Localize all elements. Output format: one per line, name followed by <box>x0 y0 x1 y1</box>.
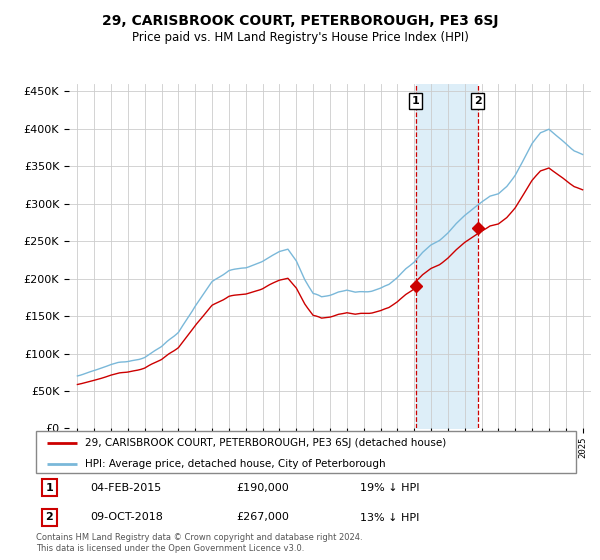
Text: £190,000: £190,000 <box>236 483 289 493</box>
Text: 19% ↓ HPI: 19% ↓ HPI <box>360 483 419 493</box>
Text: 09-OCT-2018: 09-OCT-2018 <box>90 512 163 522</box>
Text: 2: 2 <box>474 96 482 106</box>
Text: Price paid vs. HM Land Registry's House Price Index (HPI): Price paid vs. HM Land Registry's House … <box>131 31 469 44</box>
Text: 1: 1 <box>46 483 53 493</box>
Text: 04-FEB-2015: 04-FEB-2015 <box>90 483 161 493</box>
Text: 13% ↓ HPI: 13% ↓ HPI <box>360 512 419 522</box>
Text: 2: 2 <box>46 512 53 522</box>
Text: 29, CARISBROOK COURT, PETERBOROUGH, PE3 6SJ (detached house): 29, CARISBROOK COURT, PETERBOROUGH, PE3 … <box>85 438 446 448</box>
Text: HPI: Average price, detached house, City of Peterborough: HPI: Average price, detached house, City… <box>85 459 385 469</box>
Text: 1: 1 <box>412 96 419 106</box>
Text: Contains HM Land Registry data © Crown copyright and database right 2024.
This d: Contains HM Land Registry data © Crown c… <box>36 533 362 553</box>
Text: 29, CARISBROOK COURT, PETERBOROUGH, PE3 6SJ: 29, CARISBROOK COURT, PETERBOROUGH, PE3 … <box>102 14 498 28</box>
Text: £267,000: £267,000 <box>236 512 289 522</box>
FancyBboxPatch shape <box>36 431 576 473</box>
